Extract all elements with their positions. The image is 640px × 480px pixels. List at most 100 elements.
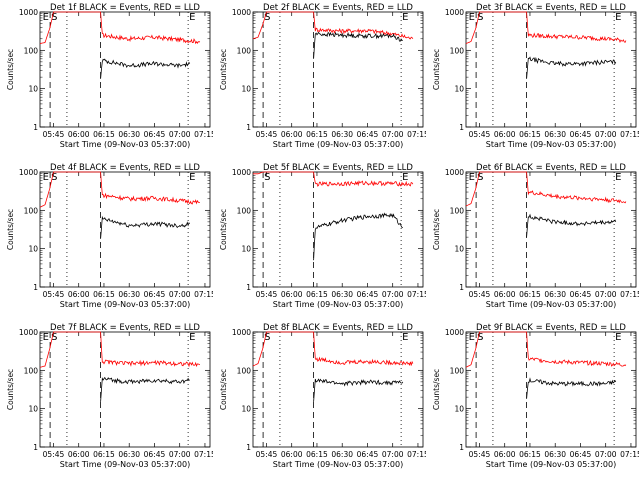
- y-tick-label: 10: [454, 85, 464, 94]
- y-tick-label: 10: [241, 85, 251, 94]
- lld-rate-line: [39, 11, 201, 45]
- chart-title: Det 9f BLACK = Events, RED = LLD: [476, 323, 626, 333]
- x-tick-label: 05:45: [469, 130, 491, 139]
- chart-title: Det 5f BLACK = Events, RED = LLD: [263, 163, 413, 173]
- y-tick-label: 100: [24, 46, 39, 55]
- event-marker-label: S: [264, 172, 270, 183]
- x-tick-label: 07:00: [595, 450, 617, 459]
- x-tick-label: 07:00: [169, 450, 191, 459]
- x-tick-label: 06:00: [494, 130, 516, 139]
- y-axis-label: Counts/sec: [432, 49, 441, 90]
- x-tick-label: 06:45: [570, 290, 592, 299]
- x-tick-label: 06:00: [68, 130, 90, 139]
- event-marker-label: E: [469, 172, 475, 183]
- x-tick-label: 07:15: [194, 290, 213, 299]
- x-tick-label: 05:45: [43, 450, 65, 459]
- lld-rate-line: [465, 171, 627, 207]
- y-tick-label: 1000: [232, 8, 251, 17]
- y-tick-label: 1000: [445, 168, 464, 177]
- x-tick-label: 06:15: [519, 130, 541, 139]
- x-tick-label: 06:45: [357, 450, 379, 459]
- y-tick-label: 10: [241, 405, 251, 414]
- y-tick-label: 100: [237, 206, 252, 215]
- x-tick-label: 06:45: [570, 130, 592, 139]
- event-marker-label: E: [189, 172, 195, 183]
- x-tick-label: 05:45: [469, 290, 491, 299]
- x-tick-label: 07:00: [169, 130, 191, 139]
- event-marker-label: E: [615, 12, 621, 23]
- x-tick-label: 06:30: [118, 130, 140, 139]
- events-rate-line: [526, 56, 617, 79]
- x-tick-label: 07:15: [407, 450, 426, 459]
- y-tick-label: 10: [28, 405, 38, 414]
- y-axis-label: Counts/sec: [6, 369, 15, 410]
- lld-rate-line: [253, 171, 414, 187]
- x-axis-label: Start Time (09-Nov-03 05:37:00): [273, 140, 403, 149]
- y-tick-label: 100: [24, 206, 39, 215]
- plot-frame: [465, 11, 637, 128]
- plot-frame: [465, 171, 637, 288]
- y-tick-label: 100: [450, 366, 465, 375]
- x-tick-label: 06:30: [544, 290, 566, 299]
- x-axis-label: Start Time (09-Nov-03 05:37:00): [486, 460, 616, 469]
- event-marker-label: S: [51, 172, 57, 183]
- events-rate-line: [100, 58, 191, 79]
- chart-title: Det 6f BLACK = Events, RED = LLD: [476, 163, 626, 173]
- x-tick-label: 07:15: [407, 290, 426, 299]
- x-tick-label: 06:15: [519, 450, 541, 459]
- x-tick-label: 06:15: [519, 290, 541, 299]
- event-marker-label: E: [43, 12, 49, 23]
- events-rate-line: [526, 213, 617, 238]
- y-tick-label: 10: [28, 245, 38, 254]
- x-axis-label: Start Time (09-Nov-03 05:37:00): [273, 300, 403, 309]
- plot-frame: [39, 11, 211, 128]
- y-tick-label: 1000: [19, 328, 38, 337]
- x-tick-label: 07:00: [595, 130, 617, 139]
- x-tick-label: 05:45: [256, 290, 278, 299]
- x-tick-label: 07:00: [382, 130, 404, 139]
- x-axis-label: Start Time (09-Nov-03 05:37:00): [486, 300, 616, 309]
- y-tick-label: 10: [28, 85, 38, 94]
- x-tick-label: 05:45: [256, 450, 278, 459]
- x-tick-label: 07:15: [620, 290, 639, 299]
- detector-panel-9: Det 9f BLACK = Events, RED = LLD E S E 1 10 10…: [426, 320, 639, 480]
- detector-panel-8: Det 8f BLACK = Events, RED = LLD S E 1 10 100…: [213, 320, 426, 480]
- x-tick-label: 06:00: [494, 290, 516, 299]
- y-axis-label: Counts/sec: [432, 209, 441, 250]
- x-tick-label: 05:45: [43, 290, 65, 299]
- x-tick-label: 07:00: [382, 290, 404, 299]
- event-marker-label: S: [477, 332, 483, 343]
- events-rate-line: [100, 215, 191, 239]
- detector-panel-2: Det 2f BLACK = Events, RED = LLD S E 1 10 100…: [213, 0, 426, 160]
- x-tick-label: 07:00: [382, 450, 404, 459]
- event-marker-label: E: [43, 172, 49, 183]
- y-tick-label: 1: [33, 283, 38, 292]
- chart-title: Det 3f BLACK = Events, RED = LLD: [476, 3, 626, 13]
- detector-panel-3: Det 3f BLACK = Events, RED = LLD E S E 1 10 10…: [426, 0, 639, 160]
- y-axis-label: Counts/sec: [432, 369, 441, 410]
- y-tick-label: 1000: [445, 8, 464, 17]
- y-tick-label: 1: [33, 123, 38, 132]
- y-tick-label: 1: [459, 443, 464, 452]
- event-marker-label: E: [402, 332, 408, 343]
- event-marker-label: E: [43, 332, 49, 343]
- event-marker-label: E: [189, 332, 195, 343]
- x-tick-label: 06:45: [357, 290, 379, 299]
- x-tick-label: 07:15: [620, 130, 639, 139]
- x-tick-label: 06:15: [306, 450, 328, 459]
- event-marker-label: S: [477, 172, 483, 183]
- x-tick-label: 06:00: [281, 290, 303, 299]
- x-tick-label: 06:30: [118, 290, 140, 299]
- x-tick-label: 07:15: [407, 130, 426, 139]
- events-rate-line: [313, 212, 403, 261]
- lld-rate-line: [39, 171, 200, 208]
- x-tick-label: 06:15: [306, 130, 328, 139]
- x-tick-label: 06:15: [306, 290, 328, 299]
